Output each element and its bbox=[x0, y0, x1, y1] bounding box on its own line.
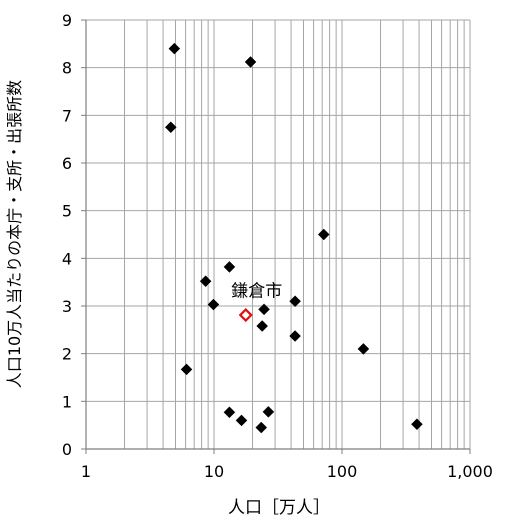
data-point bbox=[244, 56, 257, 68]
data-point bbox=[289, 295, 301, 308]
x-tick-label: 100 bbox=[327, 462, 358, 481]
grid bbox=[86, 19, 471, 449]
data-point bbox=[207, 298, 220, 311]
highlight-point bbox=[238, 308, 253, 323]
data-point bbox=[199, 275, 212, 288]
x-tick-label: 1,000 bbox=[447, 462, 493, 481]
y-tick-label: 2 bbox=[62, 345, 72, 364]
y-tick-label: 7 bbox=[62, 106, 72, 125]
y-tick-label: 0 bbox=[62, 440, 72, 459]
data-point bbox=[262, 405, 275, 418]
x-tick-label: 10 bbox=[204, 462, 224, 481]
data-point bbox=[180, 363, 193, 376]
y-tick-label: 6 bbox=[62, 154, 72, 173]
data-points bbox=[164, 42, 423, 434]
data-point bbox=[223, 261, 236, 273]
y-tick-label: 9 bbox=[62, 11, 72, 30]
annotations: 鎌倉市 bbox=[231, 281, 282, 301]
x-tick-label: 1 bbox=[81, 462, 91, 481]
y-tick-label: 4 bbox=[62, 249, 72, 268]
y-tick-label: 5 bbox=[62, 202, 72, 221]
data-point bbox=[357, 343, 370, 355]
y-tick-label: 3 bbox=[62, 297, 72, 316]
annotation-label: 鎌倉市 bbox=[231, 281, 282, 301]
data-point bbox=[256, 320, 269, 332]
axes bbox=[81, 19, 471, 454]
data-point bbox=[235, 414, 248, 427]
x-axis-label: 人口［万人］ bbox=[228, 498, 330, 518]
y-tick-label: 1 bbox=[62, 392, 72, 411]
data-point bbox=[255, 421, 268, 434]
y-tick-label: 8 bbox=[62, 59, 72, 78]
data-point bbox=[164, 121, 177, 134]
data-point bbox=[223, 406, 236, 419]
data-point bbox=[258, 303, 270, 316]
data-point bbox=[317, 228, 330, 241]
data-point bbox=[411, 418, 423, 431]
y-axis-label: 人口10万人当たりの本庁・支所・出張所数 bbox=[5, 80, 24, 388]
data-point bbox=[168, 42, 181, 55]
data-point bbox=[289, 330, 301, 342]
